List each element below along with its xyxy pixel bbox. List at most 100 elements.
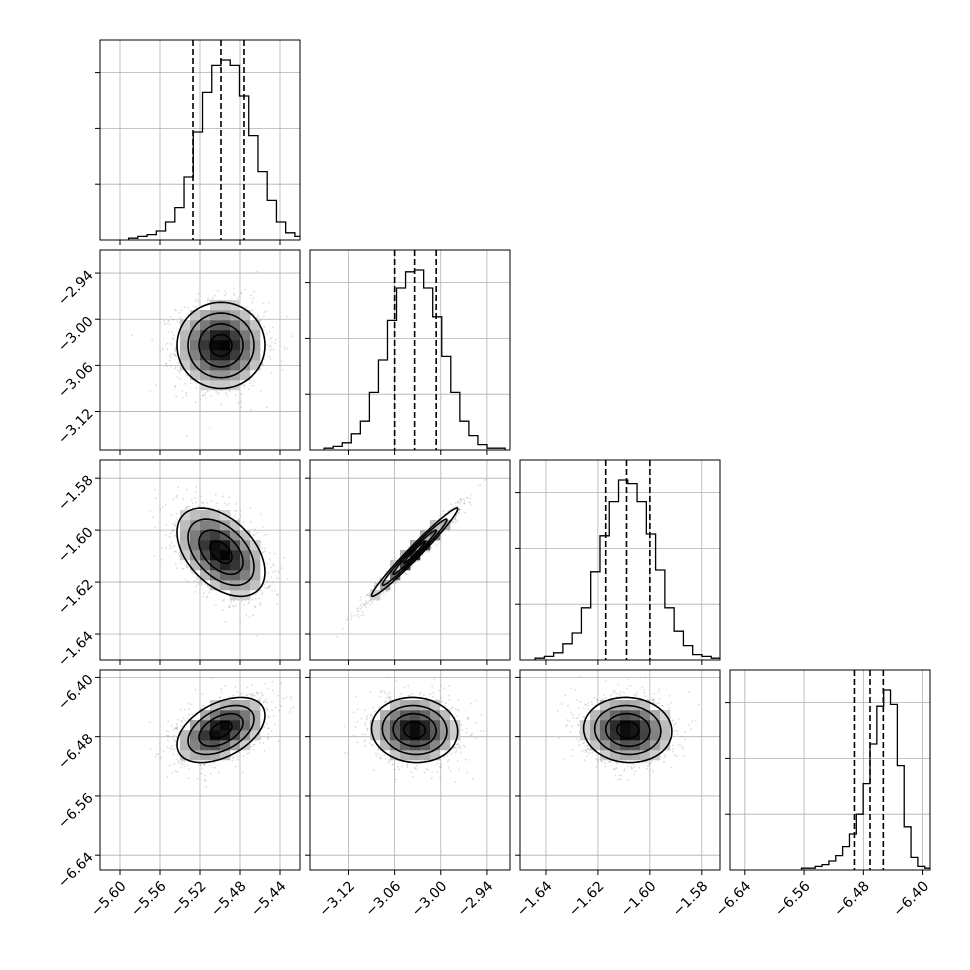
scatter-point [439,514,441,517]
scatter-point [221,600,224,602]
scatter-point [263,534,266,536]
scatter-point [275,593,278,596]
scatter-point [187,580,190,583]
scatter-point [369,603,372,606]
scatter-point [286,315,288,318]
scatter-point [432,543,435,545]
scatter-point [200,583,203,586]
scatter-point [252,380,255,383]
scatter-point [270,576,273,578]
density-bin [190,550,201,561]
scatter-point [275,338,277,341]
scatter-point [364,602,367,605]
scatter-point [261,363,264,366]
y-tick-label: −1.62 [55,576,97,618]
density-bin [240,530,251,541]
scatter-point [208,591,211,594]
scatter-point [206,299,209,302]
scatter-point [283,346,286,349]
scatter-point [172,529,174,531]
scatter-point [239,509,242,512]
scatter-point [286,577,289,580]
scatter-point [418,535,421,538]
scatter-point [165,546,167,549]
scatter-point [269,558,271,561]
scatter-point [186,566,188,568]
density-bin [240,580,251,591]
panel-frame [309,249,511,451]
scatter-point [176,320,179,322]
density-bin [190,560,201,571]
scatter-point [149,510,152,512]
scatter-point [456,502,459,504]
scatter-point [367,601,370,604]
scatter-point [271,589,273,592]
scatter-point [458,508,461,511]
scatter-point [180,309,182,312]
scatter-point [195,585,198,587]
scatter-point [365,605,368,608]
scatter-point [452,521,455,524]
scatter-point [268,586,271,589]
scatter-point [174,353,176,356]
scatter-point [262,302,265,305]
scatter-point [162,349,165,351]
scatter-point [262,315,265,318]
scatter-point [198,505,200,508]
density-bin [220,380,231,391]
scatter-point [170,541,173,544]
x-tick-label: −6.40 [891,878,933,920]
scatter-point [257,316,260,318]
scatter-point [239,515,242,517]
scatter-point [194,299,196,302]
scatter-point [272,571,275,573]
scatter-point [216,502,219,505]
scatter-point [170,514,173,516]
density-bin [220,570,231,581]
scatter-point [201,501,204,504]
density-bin [190,340,201,351]
density-bin [210,540,221,551]
scatter-point [164,343,167,346]
density-bin [200,320,211,331]
scatter-point [266,333,268,335]
scatter-point [245,306,248,308]
scatter-point [228,604,231,607]
density-bin [210,360,221,371]
scatter-point [172,529,175,532]
scatter-point [240,291,243,294]
scatter-point [251,301,254,304]
contour-line [209,540,233,565]
scatter-point [204,392,207,394]
scatter-point [281,368,284,371]
scatter-point [175,395,178,398]
scatter-point [228,390,231,393]
scatter-point [456,520,459,522]
density-bin [200,540,211,551]
scatter-point [272,348,275,351]
density-bin [250,540,261,551]
scatter-point [240,401,243,403]
scatter-point [197,301,200,303]
scatter-point [169,316,172,318]
scatter-point [262,526,265,528]
scatter-point [190,498,193,501]
scatter-point [394,557,397,560]
scatter-point [175,355,178,358]
scatter-point [168,323,171,326]
scatter-point [463,502,465,505]
density-bin [250,320,261,331]
scatter-point [428,550,431,553]
scatter-point [459,502,462,505]
scatter-point [174,349,177,351]
scatter-point [180,562,183,564]
scatter-point [259,602,261,604]
y-tick-label: −3.12 [55,406,97,448]
scatter-point [416,560,419,562]
scatter-point [265,406,268,409]
scatter-point [265,310,267,313]
scatter-point [270,371,273,374]
scatter-point [223,502,226,505]
scatter-point [270,348,273,350]
